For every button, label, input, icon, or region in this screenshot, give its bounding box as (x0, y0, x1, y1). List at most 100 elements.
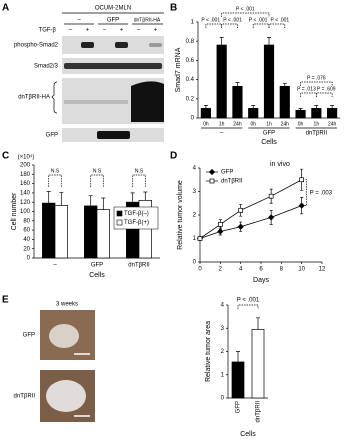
bar (200, 108, 211, 119)
group-label: dnTβRII (306, 131, 328, 137)
y-tick-label: 0 (221, 396, 225, 402)
error-bar (143, 191, 148, 201)
band (115, 42, 128, 48)
brace (51, 81, 58, 114)
bar (263, 44, 275, 119)
legend-marker (209, 178, 215, 184)
y-tick-label: 2 (193, 213, 197, 219)
x-tick-label: 1h (219, 121, 225, 127)
sign: – (137, 28, 141, 34)
y-tick-label: 20 (23, 246, 30, 252)
error-bar (130, 192, 135, 203)
p-value: P < .001 (237, 298, 260, 304)
marker (268, 193, 274, 199)
x-tick-label: 24h (328, 121, 337, 127)
panel-letter: A (2, 3, 9, 14)
legend-label: dnTβRII (221, 179, 243, 185)
x-tick-label: 0 (198, 267, 202, 273)
cell-line: OCUM-2MLN (95, 6, 131, 12)
x-tick-label: GFP (91, 263, 103, 269)
error-bar (251, 105, 256, 109)
marker (217, 222, 223, 227)
x-tick-label: dnTβRII (256, 401, 262, 423)
bar (54, 205, 68, 259)
group-label: – (220, 131, 224, 137)
panel-letter: C (2, 151, 9, 162)
panel-letter: B (170, 3, 177, 14)
tumor-photos: 3 weeks GFP dnTβRII (14, 302, 95, 422)
x-tick-label: 4 (239, 267, 243, 273)
bar (279, 85, 290, 119)
x-tick-label: 0h (250, 121, 256, 127)
group-label: GFP (107, 18, 119, 24)
bracket (315, 92, 333, 97)
marker (217, 228, 224, 235)
y-tick-label: 0.2 (186, 96, 195, 102)
legend-label: TGF-β(–) (124, 211, 149, 217)
bracket (90, 174, 104, 187)
band (97, 131, 130, 139)
p-value: P = .013 (297, 86, 316, 92)
group-label: dnTβRII-HA (134, 17, 161, 23)
marker (237, 223, 244, 230)
y-tick-label: 120 (20, 200, 31, 206)
line (199, 179, 302, 239)
y-tick-label: 0 (193, 260, 197, 266)
line (199, 205, 302, 239)
bar (295, 109, 306, 119)
y-axis-label: Cell number (11, 192, 18, 230)
x-axis-label: Cells (89, 272, 105, 279)
sign: + (86, 28, 90, 34)
bar (231, 361, 245, 399)
blot-strip (62, 36, 164, 54)
bar (311, 108, 322, 119)
bracket (300, 81, 333, 86)
y-tick-label: 0 (191, 116, 195, 122)
sign: – (69, 28, 73, 34)
chart-title: in vivo (270, 161, 290, 168)
photo-label: GFP (23, 333, 35, 339)
treatment-label: TGF-β (39, 28, 57, 34)
band (131, 81, 164, 122)
error-bar (314, 105, 319, 109)
western-blot: OCUM-2MLN – GFP dnTβRII-HA TGF-β – + – +… (14, 6, 164, 142)
row-label: phospho-Smad2 (14, 43, 59, 49)
error-bar (256, 317, 260, 330)
panel-letter: D (170, 151, 177, 162)
y-axis-label: Relative tumor volume (177, 180, 184, 250)
row-label: Smad2/3 (34, 64, 59, 70)
marker (197, 236, 203, 241)
bar (248, 108, 259, 119)
y-tick-label: 0 (27, 256, 31, 262)
annotation: N.S (51, 168, 60, 174)
p-value: P = .003 (310, 190, 333, 196)
bracket (205, 23, 223, 28)
y-tick-label: 60 (23, 228, 30, 234)
marker (299, 177, 305, 183)
panel-letter: E (2, 295, 9, 306)
y-tick-label: 2 (221, 349, 225, 355)
legend-label: GFP (221, 170, 233, 176)
error-bar (282, 83, 287, 87)
x-tick-label: 0h (298, 121, 304, 127)
y-tick-label: 0.6 (186, 58, 195, 64)
legend-swatch (116, 219, 123, 226)
x-tick-label: – (53, 263, 57, 269)
photo-time: 3 weeks (56, 302, 78, 308)
bar (251, 329, 265, 399)
bar (96, 209, 110, 259)
marker (268, 214, 275, 221)
row-label: dnTβRII-HA (18, 95, 50, 101)
error-bar (46, 191, 51, 204)
bracket (48, 174, 62, 187)
x-axis-label: Cells (240, 431, 256, 438)
p-value: P = .609 (317, 86, 336, 92)
x-tick-label: 0h (203, 121, 209, 127)
p-value: P < .001 (271, 17, 290, 23)
sign: + (154, 28, 158, 34)
y-tick-label: 0.8 (186, 39, 195, 45)
x-tick-label: GFP (236, 401, 242, 413)
group-label: – (77, 18, 81, 24)
band (81, 42, 94, 48)
